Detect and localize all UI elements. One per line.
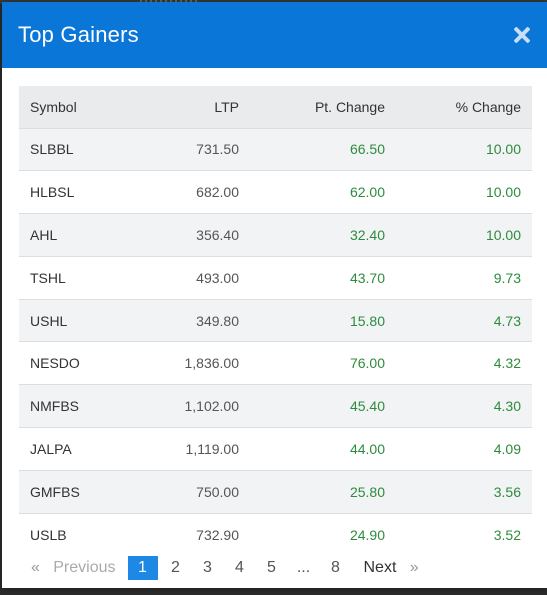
table-row: GMFBS 750.00 25.80 3.56 <box>19 470 532 514</box>
cell-pct-change: 10.00 <box>485 141 521 158</box>
table-row: HLBSL 682.00 62.00 10.00 <box>19 170 532 214</box>
next-arrow-icon: » <box>409 559 419 576</box>
table-header-row: Symbol LTP Pt. Change % Change <box>19 86 532 128</box>
table-row: TSHL 493.00 43.70 9.73 <box>19 256 532 300</box>
page-button-8[interactable]: 8 <box>331 559 340 576</box>
next-page-button[interactable]: Next » <box>364 556 419 580</box>
cell-ltp: 356.40 <box>196 226 239 243</box>
close-icon[interactable] <box>511 24 533 46</box>
cell-ltp: 750.00 <box>196 483 239 500</box>
cell-pct-change: 4.30 <box>493 398 521 415</box>
page-button-1[interactable]: 1 <box>127 556 158 580</box>
cell-pt-change: 66.50 <box>349 141 385 158</box>
header-pct-change[interactable]: % Change <box>455 98 521 115</box>
cell-symbol: AHL <box>30 226 58 243</box>
cell-ltp: 1,836.00 <box>184 355 240 372</box>
cell-pt-change: 25.80 <box>349 483 385 500</box>
cell-pct-change: 10.00 <box>485 226 521 243</box>
previous-label: Previous <box>53 559 116 576</box>
modal-title: Top Gainers <box>18 22 139 47</box>
cell-pt-change: 15.80 <box>349 312 385 329</box>
cell-pt-change: 62.00 <box>349 184 385 201</box>
cell-ltp: 1,102.00 <box>184 398 240 415</box>
cell-pct-change: 9.73 <box>493 269 521 286</box>
cell-pt-change: 43.70 <box>349 269 385 286</box>
gainers-table: Symbol LTP Pt. Change % Change SLBBL 731… <box>19 86 532 556</box>
cell-symbol: SLBBL <box>30 141 74 158</box>
cell-ltp: 349.80 <box>196 312 239 329</box>
cell-pt-change: 24.90 <box>349 526 385 543</box>
cell-symbol: NESDO <box>30 355 80 372</box>
previous-page-button[interactable]: « Previous <box>31 556 116 580</box>
header-ltp[interactable]: LTP <box>214 98 239 115</box>
cell-symbol: NMFBS <box>30 398 79 415</box>
page-ellipsis: ... <box>296 559 311 576</box>
cell-ltp: 493.00 <box>196 269 239 286</box>
cell-pt-change: 45.40 <box>349 398 385 415</box>
table-row: AHL 356.40 32.40 10.00 <box>19 213 532 257</box>
page-button-4[interactable]: 4 <box>235 559 244 576</box>
cell-ltp: 682.00 <box>196 184 239 201</box>
cell-pct-change: 3.52 <box>493 526 521 543</box>
next-label: Next <box>363 559 397 576</box>
gainers-table-container: Symbol LTP Pt. Change % Change SLBBL 731… <box>19 86 532 556</box>
cell-pct-change: 4.32 <box>493 355 521 372</box>
cell-symbol: USLB <box>30 526 67 543</box>
cell-ltp: 731.50 <box>196 141 239 158</box>
modal-header: Top Gainers <box>2 2 547 68</box>
header-pt-change[interactable]: Pt. Change <box>314 98 385 115</box>
page-button-3[interactable]: 3 <box>203 559 212 576</box>
table-row: USLB 732.90 24.90 3.52 <box>19 513 532 556</box>
page-button-5[interactable]: 5 <box>267 559 276 576</box>
table-row: USHL 349.80 15.80 4.73 <box>19 299 532 342</box>
table-row: NESDO 1,836.00 76.00 4.32 <box>19 341 532 385</box>
cell-pt-change: 76.00 <box>349 355 385 372</box>
pagination: « Previous 1 2 3 4 5 ... 8 Next » <box>19 556 419 580</box>
table-row: JALPA 1,119.00 44.00 4.09 <box>19 427 532 471</box>
cell-pt-change: 32.40 <box>349 226 385 243</box>
table-row: SLBBL 731.50 66.50 10.00 <box>19 128 532 171</box>
cell-pct-change: 3.56 <box>493 483 521 500</box>
cell-ltp: 732.90 <box>196 526 239 543</box>
table-row: NMFBS 1,102.00 45.40 4.30 <box>19 384 532 428</box>
cell-pt-change: 44.00 <box>349 440 385 457</box>
cell-pct-change: 10.00 <box>485 184 521 201</box>
cell-pct-change: 4.73 <box>493 312 521 329</box>
page-button-2[interactable]: 2 <box>171 559 180 576</box>
header-symbol[interactable]: Symbol <box>30 98 77 115</box>
prev-arrow-icon: « <box>31 559 40 576</box>
cell-symbol: USHL <box>30 312 68 329</box>
cell-symbol: HLBSL <box>30 184 75 201</box>
cell-ltp: 1,119.00 <box>185 440 239 457</box>
cell-symbol: GMFBS <box>30 483 80 500</box>
cell-pct-change: 4.09 <box>493 440 521 457</box>
cell-symbol: TSHL <box>30 269 66 286</box>
cell-symbol: JALPA <box>30 440 72 457</box>
